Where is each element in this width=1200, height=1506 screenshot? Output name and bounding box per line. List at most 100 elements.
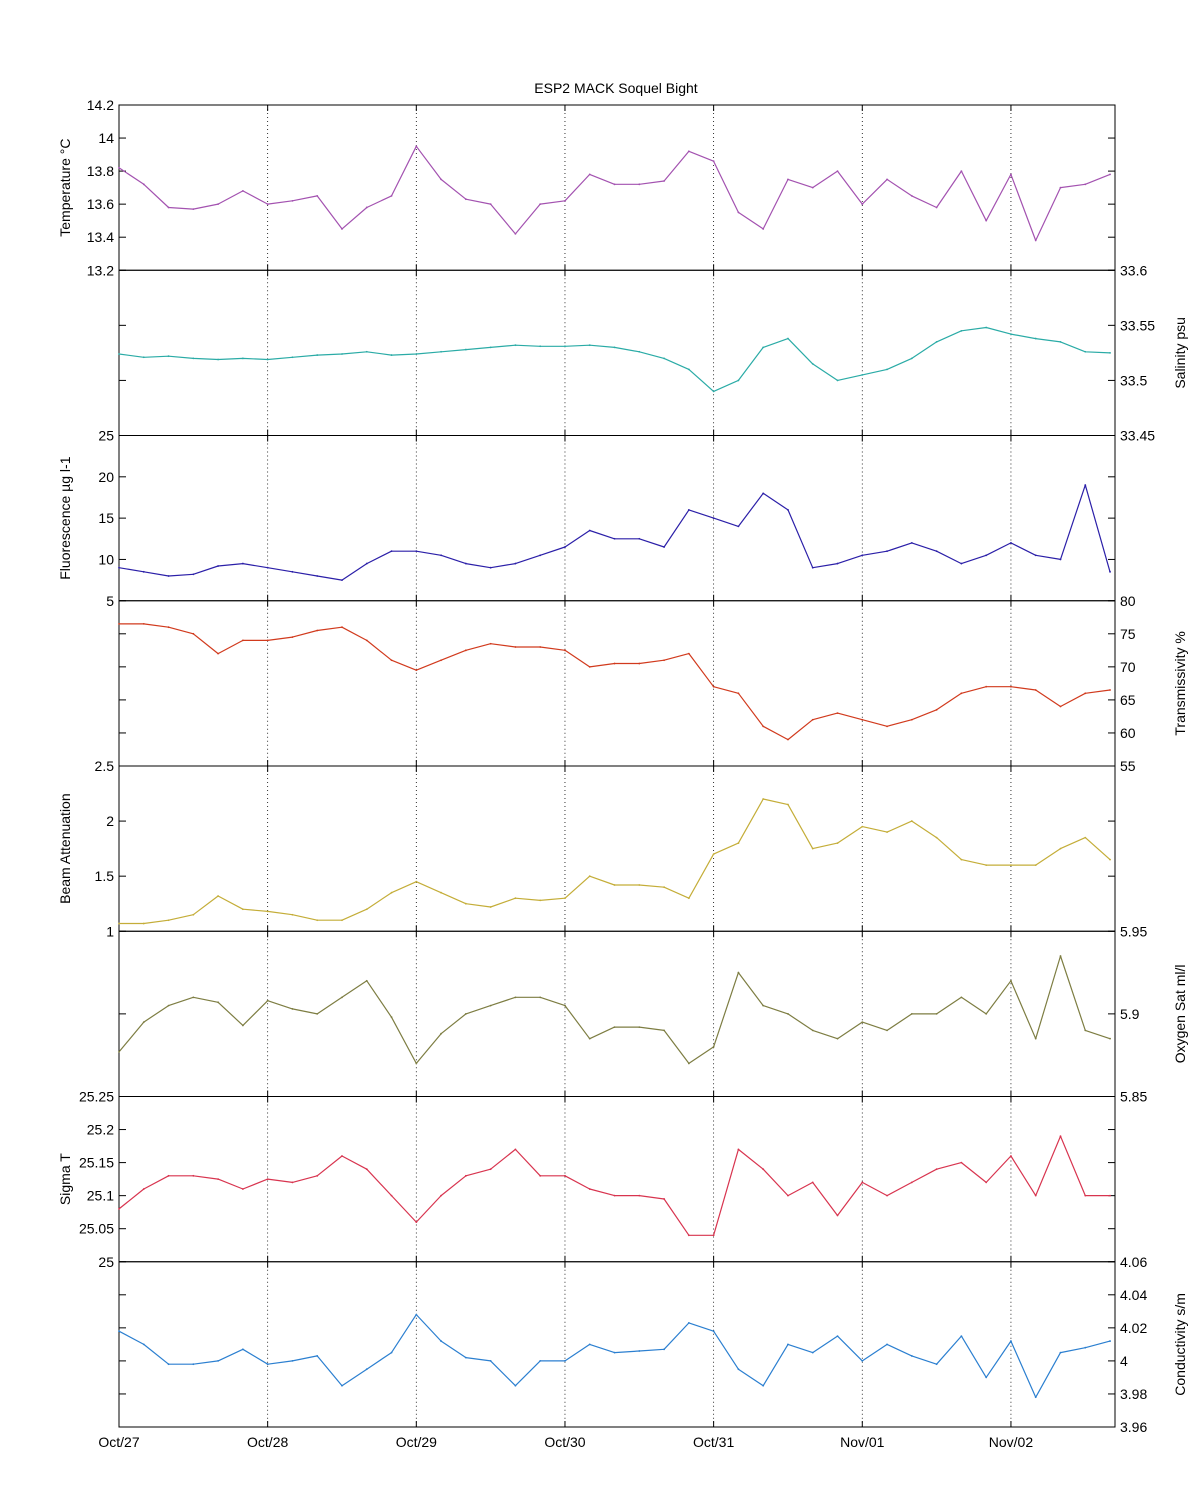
data-point-temperature — [663, 180, 665, 182]
data-point-salinity — [440, 350, 442, 353]
data-point-transmissivity — [142, 622, 145, 625]
data-point-sigma-t — [1034, 1194, 1037, 1197]
data-point-oxygen — [613, 1026, 616, 1028]
data-point-fluorescence — [217, 565, 220, 567]
data-point-beam-attenuation — [861, 825, 864, 828]
data-point-transmissivity — [861, 718, 864, 721]
data-point-salinity — [836, 379, 839, 382]
data-point-fluorescence — [1109, 570, 1111, 573]
data-point-salinity — [638, 350, 641, 353]
data-point-sigma-t — [737, 1148, 740, 1151]
data-point-oxygen — [663, 1029, 665, 1032]
data-point-oxygen — [1059, 955, 1062, 957]
data-point-transmissivity — [737, 692, 740, 695]
data-point-oxygen — [985, 1012, 988, 1015]
y-tick-label: 5.95 — [1120, 923, 1147, 939]
y-tick-label: 25.15 — [79, 1155, 114, 1171]
data-point-temperature — [192, 208, 195, 211]
data-point-transmissivity — [192, 632, 195, 635]
data-point-conductivity — [1034, 1396, 1037, 1399]
data-point-conductivity — [514, 1384, 517, 1387]
data-point-beam-attenuation — [638, 884, 641, 886]
data-point-fluorescence — [167, 575, 170, 577]
data-point-sigma-t — [142, 1188, 145, 1190]
data-point-oxygen — [241, 1024, 244, 1027]
data-point-beam-attenuation — [762, 798, 765, 800]
data-point-oxygen — [464, 1012, 467, 1015]
data-point-temperature — [1109, 173, 1111, 176]
data-point-temperature — [464, 198, 467, 201]
data-point-beam-attenuation — [935, 836, 938, 839]
data-point-oxygen — [440, 1032, 442, 1035]
data-point-temperature — [1010, 173, 1012, 176]
data-point-temperature — [167, 206, 170, 209]
data-point-oxygen — [886, 1029, 888, 1032]
data-point-oxygen — [960, 996, 963, 999]
data-point-salinity — [687, 368, 690, 371]
data-point-fluorescence — [241, 562, 244, 565]
data-point-temperature — [985, 219, 988, 222]
data-point-fluorescence — [811, 566, 814, 569]
data-point-beam-attenuation — [266, 910, 269, 913]
data-point-oxygen — [291, 1008, 294, 1010]
data-point-conductivity — [266, 1363, 269, 1366]
data-point-salinity — [613, 346, 616, 349]
data-point-transmissivity — [985, 685, 988, 688]
y-tick-label: 15 — [98, 510, 114, 526]
data-point-sigma-t — [588, 1188, 591, 1190]
y-axis-label: Temperature °C — [57, 139, 73, 237]
data-point-fluorescence — [514, 562, 517, 565]
y-tick-label: 25.2 — [87, 1122, 114, 1138]
data-point-sigma-t — [638, 1194, 641, 1197]
data-point-conductivity — [415, 1313, 418, 1316]
data-point-salinity — [118, 353, 120, 355]
y-tick-label: 33.5 — [1120, 372, 1147, 388]
data-point-fluorescence — [935, 550, 938, 553]
y-tick-label: 33.6 — [1120, 262, 1147, 278]
data-point-conductivity — [217, 1360, 220, 1362]
data-point-transmissivity — [663, 659, 665, 662]
data-point-beam-attenuation — [192, 913, 195, 916]
panel-transmissivity: 55 60 65 70 75 80 Transmissivity % — [118, 593, 1188, 774]
data-point-oxygen — [365, 979, 368, 982]
data-point-salinity — [291, 356, 294, 359]
data-point-oxygen — [217, 1001, 220, 1004]
data-point-temperature — [836, 170, 839, 173]
data-point-temperature — [1059, 186, 1062, 189]
data-point-conductivity — [836, 1335, 839, 1338]
y-axis-label: Beam Attenuation — [57, 793, 73, 904]
data-point-temperature — [960, 170, 963, 173]
data-point-temperature — [118, 166, 120, 169]
data-point-temperature — [489, 203, 492, 206]
data-point-conductivity — [960, 1335, 963, 1338]
data-point-sigma-t — [266, 1178, 269, 1181]
data-point-beam-attenuation — [613, 884, 616, 886]
y-tick-label: 3.96 — [1120, 1419, 1147, 1435]
data-point-conductivity — [985, 1376, 988, 1379]
y-axis-label: Salinity psu — [1172, 317, 1188, 389]
data-point-oxygen — [192, 996, 195, 999]
data-point-conductivity — [1059, 1351, 1062, 1354]
data-point-transmissivity — [787, 738, 789, 741]
x-tick-label: Nov/01 — [840, 1434, 885, 1450]
data-point-temperature — [811, 186, 814, 189]
panel-fluorescence: 5 10 15 20 25 Fluorescence µg l-1 — [57, 428, 1116, 609]
data-point-fluorescence — [118, 566, 120, 569]
data-point-transmissivity — [712, 685, 715, 688]
data-point-transmissivity — [341, 626, 343, 629]
y-tick-label: 3.98 — [1120, 1386, 1147, 1402]
data-point-fluorescence — [737, 525, 740, 528]
data-point-sigma-t — [1109, 1194, 1111, 1197]
data-point-beam-attenuation — [910, 820, 913, 822]
y-tick-label: 13.8 — [87, 163, 114, 179]
x-tick-label: Oct/29 — [396, 1434, 437, 1450]
data-point-salinity — [737, 379, 740, 382]
data-point-sigma-t — [514, 1148, 517, 1151]
data-point-salinity — [663, 357, 665, 360]
data-point-sigma-t — [663, 1198, 665, 1200]
data-point-transmissivity — [489, 642, 492, 645]
data-point-oxygen — [638, 1026, 641, 1028]
data-point-conductivity — [365, 1368, 368, 1371]
data-point-temperature — [390, 194, 393, 197]
